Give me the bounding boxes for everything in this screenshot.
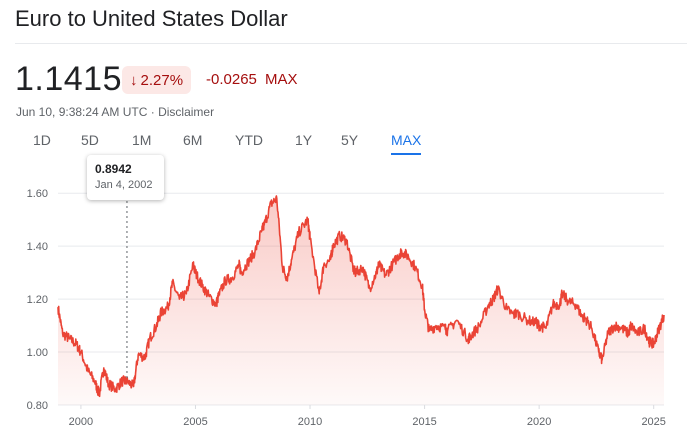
change-absolute: -0.0265	[206, 71, 257, 88]
y-tick-label: 1.60	[27, 188, 48, 200]
y-tick-label: 0.80	[27, 400, 48, 412]
tab-1d[interactable]: 1D	[33, 132, 51, 148]
timestamp: Jun 10, 9:38:24 AM UTC	[16, 105, 148, 119]
tab-max[interactable]: MAX	[391, 132, 422, 155]
active-tab-indicator	[391, 153, 422, 155]
x-tick-label: 2015	[412, 416, 436, 428]
tab-6m[interactable]: 6M	[183, 132, 203, 148]
x-tick-label: 2010	[298, 416, 322, 428]
x-tick-label: 2025	[641, 416, 665, 428]
chart-tooltip: 0.8942 Jan 4, 2002	[87, 155, 164, 200]
price-line	[57, 195, 665, 398]
page-title: Euro to United States Dollar	[15, 6, 288, 31]
x-tick-label: 2000	[69, 416, 93, 428]
tab-1y[interactable]: 1Y	[295, 132, 313, 148]
price-chart[interactable]: 0.80 1.00 1.20 1.40 1.60 2000 2005 2010 2015 202…	[0, 160, 687, 439]
quote-meta: Jun 10, 9:38:24 AM UTC · Disclaimer	[16, 105, 214, 119]
y-axis-labels: 0.80 1.00 1.20 1.40 1.60	[27, 188, 48, 412]
change-percent-badge: ↓ 2.27%	[122, 66, 192, 94]
price-area	[58, 196, 664, 405]
x-tick-label: 2020	[527, 416, 551, 428]
tab-5d[interactable]: 5D	[81, 132, 99, 148]
y-tick-label: 1.40	[27, 241, 48, 253]
x-axis-labels: 2000 2005 2010 2015 2020 2025	[69, 405, 666, 428]
tab-1m[interactable]: 1M	[132, 132, 152, 148]
current-price: 1.1415	[15, 60, 122, 98]
change-range: MAX	[265, 71, 298, 88]
tab-5y[interactable]: 5Y	[341, 132, 359, 148]
change-absolute-wrapper: -0.0265 MAX	[206, 71, 298, 88]
y-tick-label: 1.20	[27, 294, 48, 306]
arrow-down-icon: ↓	[130, 71, 138, 89]
tooltip-value: 0.8942	[95, 162, 132, 176]
tooltip-date: Jan 4, 2002	[95, 179, 153, 191]
disclaimer-link[interactable]: Disclaimer	[158, 105, 215, 119]
tab-ytd[interactable]: YTD	[235, 132, 263, 148]
change-percent: 2.27%	[140, 71, 184, 89]
x-tick-label: 2005	[183, 416, 207, 428]
header-divider	[15, 43, 687, 44]
meta-separator: ·	[150, 105, 155, 119]
tab-max-label: MAX	[391, 132, 422, 148]
y-tick-label: 1.00	[27, 347, 48, 359]
